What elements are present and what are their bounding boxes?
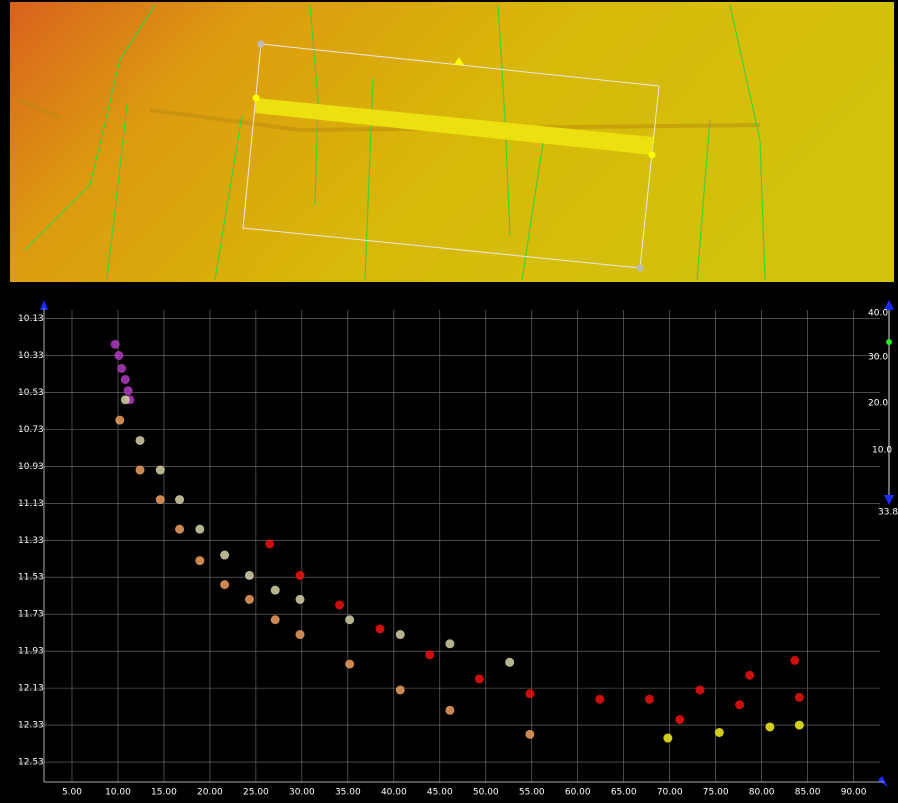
sounding-point (445, 706, 454, 715)
sounding-point (745, 671, 754, 680)
sounding-point (136, 466, 145, 475)
x-tick-label: 90.00 (841, 788, 867, 798)
sounding-point (790, 656, 799, 665)
slider-label: 30.0 (868, 353, 888, 363)
handle[interactable] (253, 95, 260, 102)
x-tick-label: 50.00 (473, 788, 499, 798)
sounding-point (175, 495, 184, 504)
sounding-point (114, 351, 123, 360)
x-tick-label: 85.00 (795, 788, 821, 798)
sounding-point (296, 595, 305, 604)
sounding-point (296, 630, 305, 639)
sounding-point (396, 630, 405, 639)
sounding-point (645, 695, 654, 704)
sounding-point (296, 571, 305, 580)
sounding-point (595, 695, 604, 704)
y-tick-label: 10.53 (18, 388, 44, 398)
slider-label: 20.0 (868, 399, 888, 409)
x-tick-label: 70.00 (657, 788, 683, 798)
sounding-point (271, 586, 280, 595)
y-tick-label: 12.33 (18, 721, 44, 731)
sounding-point (795, 693, 804, 702)
x-tick-label: 25.00 (243, 788, 269, 798)
y-tick-label: 10.13 (18, 314, 44, 324)
sounding-point (195, 525, 204, 534)
x-tick-label: 35.00 (335, 788, 361, 798)
y-tick-label: 11.73 (18, 610, 44, 620)
sounding-point (271, 615, 280, 624)
sounding-point (220, 580, 229, 589)
sounding-point (111, 340, 120, 349)
sounding-point (425, 650, 434, 659)
x-tick-label: 75.00 (703, 788, 729, 798)
y-tick-label: 10.33 (18, 351, 44, 361)
slider-arrow[interactable] (884, 495, 894, 505)
y-tick-label: 10.73 (18, 425, 44, 435)
sounding-point (525, 689, 534, 698)
profile-plot: 10.13 10.33 10.53 10.73 10.93 11.13 11.33 11.53… (18, 300, 888, 798)
y-tick-label: 10.93 (18, 462, 44, 472)
x-tick-label: 60.00 (565, 788, 591, 798)
x-tick-label: 30.00 (289, 788, 315, 798)
sounding-point (795, 721, 804, 730)
terrain (10, 2, 894, 282)
x-tick-label: 45.00 (427, 788, 453, 798)
sounding-point (175, 525, 184, 534)
slider-label: 40.0 (868, 309, 888, 319)
x-tick-label: 40.00 (381, 788, 407, 798)
sounding-point (156, 466, 165, 475)
slider-label: 33.8 (878, 508, 898, 518)
sounding-point (675, 715, 684, 724)
sounding-point (220, 551, 229, 560)
screen: 10.13 10.33 10.53 10.73 10.93 11.13 11.33 11.53… (0, 0, 898, 803)
y-tick-label: 11.93 (18, 647, 44, 657)
sounding-point (115, 416, 124, 425)
sounding-point (124, 386, 133, 395)
sounding-point (345, 615, 354, 624)
sounding-point (345, 660, 354, 669)
sounding-point (505, 658, 514, 667)
x-tick-label: 10.00 (105, 788, 131, 798)
x-tick-label: 15.00 (151, 788, 177, 798)
sounding-point (396, 685, 405, 694)
y-tick-label: 11.53 (18, 573, 44, 583)
y-tick-label: 11.33 (18, 536, 44, 546)
x-tick-label: 20.00 (197, 788, 223, 798)
sounding-point (117, 364, 126, 373)
sounding-point (765, 722, 774, 731)
handle[interactable] (649, 152, 656, 159)
sounding-point (195, 556, 204, 565)
depth-slider[interactable]: 40.0 30.0 20.0 10.0 33.8 (868, 300, 898, 518)
app-window: 10.13 10.33 10.53 10.73 10.93 11.13 11.33 11.53… (0, 0, 898, 803)
x-tick-label: 80.00 (749, 788, 775, 798)
slider-thumb[interactable] (886, 339, 892, 345)
sounding-point (121, 375, 130, 384)
x-tick-label: 5.00 (62, 788, 82, 798)
x-tick-label: 65.00 (611, 788, 637, 798)
sounding-point (376, 624, 385, 633)
sounding-point (156, 495, 165, 504)
sounding-point (663, 734, 672, 743)
sounding-point (445, 639, 454, 648)
sounding-point (335, 600, 344, 609)
sounding-point (121, 395, 130, 404)
sounding-point (245, 571, 254, 580)
y-tick-label: 12.13 (18, 684, 44, 694)
y-tick-label: 11.13 (18, 499, 44, 509)
sounding-point (525, 730, 534, 739)
y-tick-label: 12.53 (18, 758, 44, 768)
slider-label: 10.0 (872, 446, 892, 456)
sounding-point (245, 595, 254, 604)
handle[interactable] (637, 265, 644, 272)
sounding-point (265, 539, 274, 548)
sounding-point (475, 674, 484, 683)
sounding-point (696, 685, 705, 694)
sounding-point (136, 436, 145, 445)
map-view[interactable] (10, 2, 894, 282)
x-tick-label: 55.00 (519, 788, 545, 798)
handle[interactable] (258, 41, 265, 48)
sounding-point (735, 700, 744, 709)
sounding-point (715, 728, 724, 737)
